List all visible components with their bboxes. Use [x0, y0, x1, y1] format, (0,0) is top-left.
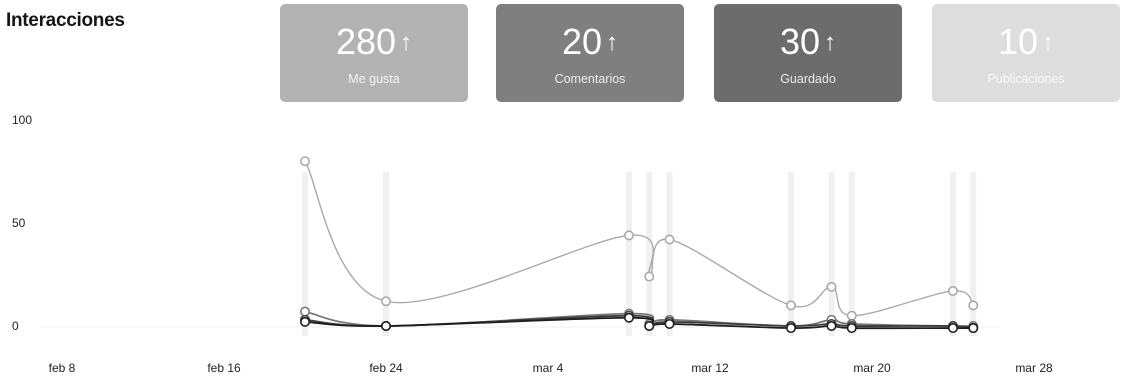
- saved-card[interactable]: 30 ↑ Guardado: [714, 4, 902, 102]
- data-point: [380, 320, 391, 331]
- data-point: [623, 230, 634, 241]
- y-tick-label: 50: [12, 216, 26, 230]
- data-point: [785, 323, 796, 334]
- series-line: [304, 160, 974, 317]
- y-tick-label: 100: [12, 113, 32, 127]
- likes-label: Me gusta: [348, 72, 400, 86]
- data-point: [947, 285, 958, 296]
- x-tick-label: feb 16: [207, 361, 241, 375]
- comments-card[interactable]: 20 ↑ Comentarios: [496, 4, 684, 102]
- publication-marker: [828, 172, 835, 336]
- publication-marker: [950, 172, 956, 336]
- saved-label: Guardado: [780, 72, 836, 86]
- data-point: [826, 281, 837, 292]
- y-tick-label: 0: [12, 319, 19, 333]
- data-point: [947, 323, 958, 334]
- comments-value: 20 ↑: [561, 21, 619, 62]
- publications-card[interactable]: 10 ↑ Publicaciones: [932, 4, 1120, 102]
- data-point: [785, 300, 796, 311]
- publication-marker: [383, 172, 389, 336]
- x-tick-label: mar 20: [853, 361, 891, 375]
- data-point: [623, 312, 634, 323]
- up-arrow-icon: ↑: [400, 29, 413, 56]
- x-tick-label: feb 8: [49, 361, 76, 375]
- data-point: [299, 156, 310, 167]
- x-tick-label: mar 28: [1015, 361, 1053, 375]
- likes-card[interactable]: 280 ↑ Me gusta: [280, 4, 468, 102]
- publication-marker: [302, 172, 308, 336]
- likes-value: 280 ↑: [335, 21, 413, 62]
- up-arrow-icon: ↑: [824, 29, 837, 56]
- x-tick-label: mar 12: [691, 361, 729, 375]
- publication-marker: [626, 172, 632, 336]
- series-line: [304, 310, 974, 328]
- page-title: Interacciones: [6, 10, 125, 31]
- data-point: [664, 234, 675, 245]
- comments-label: Comentarios: [554, 72, 626, 86]
- data-point: [968, 323, 979, 334]
- data-point: [826, 320, 837, 331]
- data-point: [299, 316, 310, 327]
- publication-marker: [646, 172, 653, 336]
- publication-marker: [970, 172, 977, 336]
- publication-marker: [848, 172, 855, 336]
- up-arrow-icon: ↑: [1042, 29, 1055, 56]
- data-point: [644, 320, 655, 331]
- data-point: [644, 271, 655, 282]
- x-tick-label: feb 24: [369, 361, 403, 375]
- up-arrow-icon: ↑: [606, 29, 619, 56]
- data-point: [968, 300, 979, 311]
- publication-marker: [666, 172, 673, 336]
- x-tick-label: mar 4: [533, 361, 564, 375]
- publications-value: 10 ↑: [997, 21, 1055, 62]
- saved-value: 30 ↑: [779, 21, 837, 62]
- series-line: [304, 316, 974, 330]
- data-point: [380, 296, 391, 307]
- publication-marker: [788, 172, 794, 336]
- data-point: [846, 323, 857, 334]
- data-point: [664, 318, 675, 329]
- data-point: [299, 306, 310, 317]
- publications-label: Publicaciones: [987, 72, 1065, 86]
- data-point: [846, 310, 857, 321]
